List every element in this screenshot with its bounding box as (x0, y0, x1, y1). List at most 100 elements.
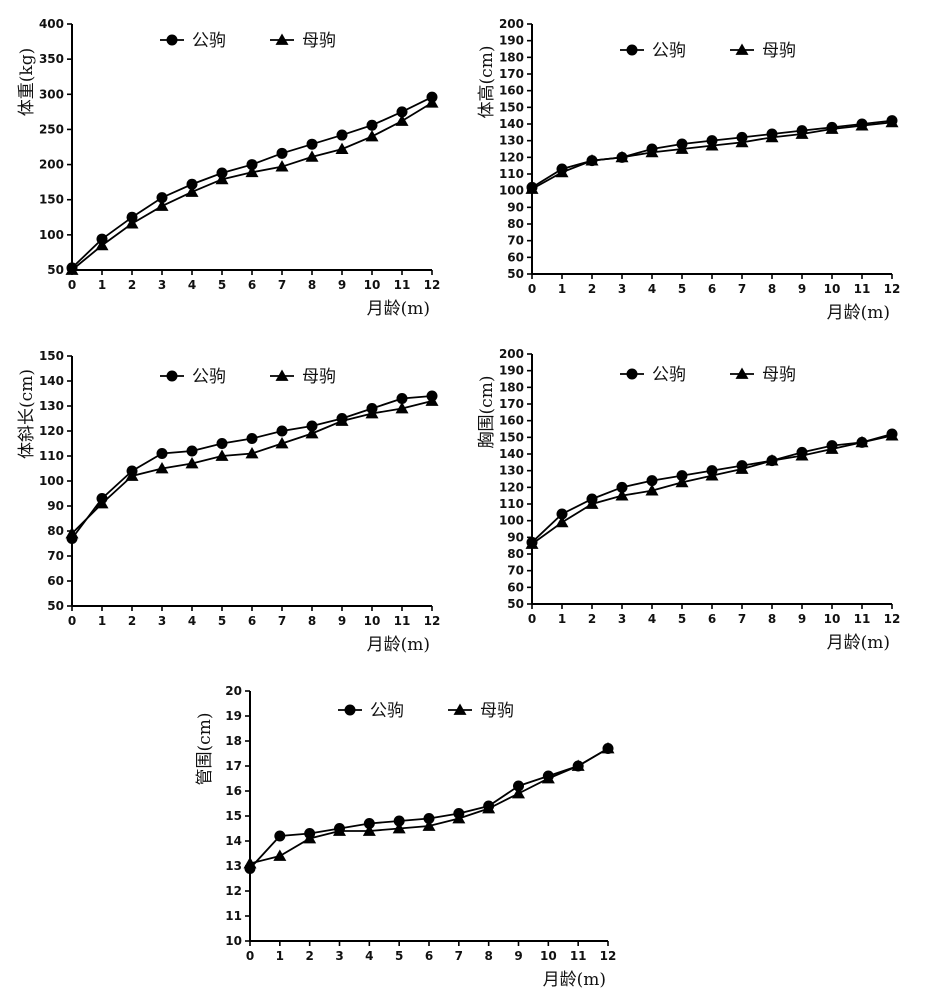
x-tick-label: 7 (738, 612, 746, 626)
y-tick-label: 70 (47, 549, 64, 563)
female-point (585, 154, 599, 166)
female-point (425, 96, 439, 108)
female-point (275, 160, 289, 172)
female-series-line (531, 121, 893, 190)
x-tick-label: 3 (158, 278, 166, 292)
legend-female-marker (735, 367, 749, 379)
legend-male-marker (626, 44, 638, 56)
female-point (675, 475, 689, 488)
y-tick-label: 150 (499, 100, 524, 114)
female-point (855, 435, 869, 448)
female-point (555, 165, 569, 178)
x-tick-label: 11 (570, 949, 587, 963)
male-point (363, 818, 375, 829)
x-axis-title: 月龄(m) (367, 635, 430, 655)
female-point (705, 139, 719, 151)
y-axis-title: 胸围(cm) (477, 376, 497, 449)
male-point (396, 106, 408, 118)
female-point (155, 462, 169, 474)
x-axis-title: 月龄(m) (543, 970, 606, 990)
y-tick-label: 200 (39, 158, 64, 172)
female-point (155, 199, 169, 211)
male-series-line (531, 433, 893, 543)
y-tick-label: 140 (499, 117, 524, 131)
y-tick-label: 350 (39, 52, 64, 66)
female-point (65, 527, 79, 539)
female-point (615, 489, 629, 501)
female-point (705, 469, 719, 481)
y-tick-label: 17 (225, 759, 242, 773)
y-tick-label: 120 (499, 480, 524, 494)
legend-male-label: 公驹 (192, 367, 226, 387)
female-point (645, 145, 659, 158)
x-axis-title: 月龄(m) (827, 633, 890, 653)
y-tick-label: 19 (225, 709, 242, 723)
y-tick-label: 150 (499, 430, 524, 444)
y-tick-label: 60 (507, 250, 524, 264)
female-point (735, 462, 749, 474)
female-point (765, 130, 779, 143)
y-tick-label: 80 (47, 524, 64, 538)
female-point (215, 449, 229, 461)
x-tick-label: 0 (246, 949, 254, 963)
legend-female-marker (453, 703, 467, 715)
y-tick-label: 110 (39, 449, 64, 463)
x-tick-label: 6 (708, 282, 716, 296)
x-tick-label: 12 (600, 949, 617, 963)
y-tick-label: 180 (499, 50, 524, 64)
female-point (735, 135, 749, 148)
female-point (512, 787, 525, 799)
female-point (425, 394, 439, 406)
female-point (95, 238, 109, 251)
female-point (825, 122, 839, 134)
female-point (392, 822, 406, 834)
legend-female-label: 母驹 (302, 367, 336, 387)
y-tick-label: 10 (225, 934, 242, 948)
y-axis-title: 体重(kg) (17, 48, 37, 116)
female-point (95, 497, 109, 509)
legend-male-label: 公驹 (652, 41, 686, 61)
female-point (555, 515, 569, 528)
x-tick-label: 10 (824, 282, 841, 296)
female-point (825, 442, 839, 454)
x-tick-label: 4 (648, 612, 656, 626)
y-tick-label: 50 (507, 267, 524, 281)
legend-male-marker (344, 704, 356, 716)
x-tick-label: 12 (424, 614, 441, 628)
x-tick-label: 11 (394, 278, 411, 292)
y-tick-label: 120 (499, 150, 524, 164)
female-point (601, 742, 615, 754)
x-tick-label: 4 (365, 949, 373, 963)
male-point (556, 508, 568, 520)
x-tick-label: 1 (558, 282, 566, 296)
male-point (513, 780, 524, 792)
male-point (676, 470, 688, 482)
female-point (305, 150, 319, 162)
male-point (186, 445, 198, 457)
female-point (185, 185, 199, 197)
female-point (765, 454, 779, 466)
y-tick-label: 140 (499, 447, 524, 461)
female-point (645, 484, 659, 496)
female-point (243, 857, 257, 869)
y-tick-label: 110 (499, 167, 524, 181)
y-tick-label: 80 (507, 547, 524, 561)
y-tick-label: 11 (225, 909, 242, 923)
male-point (366, 119, 378, 131)
y-tick-label: 80 (507, 217, 524, 231)
y-tick-label: 130 (499, 464, 524, 478)
male-series-line (249, 747, 609, 870)
x-tick-label: 11 (394, 614, 411, 628)
female-point (855, 119, 869, 131)
y-tick-label: 110 (499, 497, 524, 511)
x-tick-label: 8 (484, 949, 492, 963)
y-tick-label: 90 (507, 200, 524, 214)
female-point (273, 849, 287, 861)
y-tick-label: 14 (225, 834, 242, 848)
female-point (795, 127, 809, 139)
female-point (585, 497, 599, 509)
x-tick-label: 9 (338, 614, 346, 628)
x-tick-label: 9 (338, 278, 346, 292)
